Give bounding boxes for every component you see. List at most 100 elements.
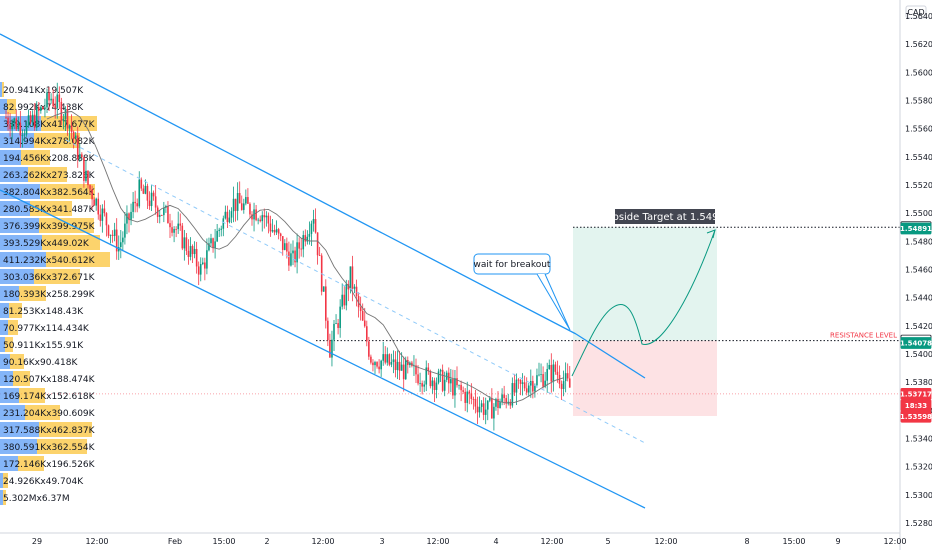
volume-bar-sell xyxy=(42,235,100,250)
volume-bar-sell xyxy=(18,456,44,471)
candle-body xyxy=(327,320,329,341)
candle-body xyxy=(56,94,59,108)
candle-body xyxy=(128,213,130,221)
candle-body xyxy=(513,383,516,393)
candle-body xyxy=(142,188,145,194)
candle-body xyxy=(224,211,227,219)
channel-lower-line[interactable] xyxy=(0,189,646,509)
candle-body xyxy=(294,250,296,263)
volume-bar-buy xyxy=(0,235,42,250)
candle-body xyxy=(220,228,223,230)
time-axis[interactable]: 29 12:00 Feb 15:00 2 12:00 3 12:00 4 12:00 5 12:00 8… xyxy=(0,532,907,546)
volume-bar-sell xyxy=(13,371,30,386)
volume-label: 90.16Kx90.418K xyxy=(3,358,78,368)
drawings[interactable]: wait for breakout Upside Target at 1.5490… xyxy=(0,33,897,509)
volume-label: 303.036Kx372.671K xyxy=(3,273,96,283)
price-tick-label: 1.54400 xyxy=(905,294,932,303)
volume-label: 172.146Kx196.526K xyxy=(3,460,96,470)
candle-body xyxy=(396,361,399,371)
price-tick-label: 1.55600 xyxy=(905,125,932,134)
volume-bar-sell xyxy=(2,82,4,97)
volume-label: 231.204Kx390.609K xyxy=(3,409,96,419)
volume-bar-buy xyxy=(0,167,28,182)
candle-body xyxy=(271,230,274,232)
candle-body xyxy=(550,364,553,382)
candle-body xyxy=(335,323,337,324)
candle-body xyxy=(126,213,128,224)
candle-body xyxy=(238,193,241,204)
price-tick-label: 1.56400 xyxy=(905,12,932,21)
candle-body xyxy=(476,406,479,413)
channel-upper-line[interactable] xyxy=(0,33,577,335)
candle-body xyxy=(534,385,536,392)
candle-body xyxy=(15,118,18,130)
volume-bar-buy xyxy=(0,201,30,216)
candle-body xyxy=(454,378,456,396)
candle-body xyxy=(214,241,216,249)
candle-body xyxy=(376,362,378,367)
candle-body xyxy=(495,398,497,407)
candle-body xyxy=(101,208,104,221)
candle-body xyxy=(292,250,294,254)
candle-body xyxy=(290,253,292,266)
candle-body xyxy=(499,402,501,409)
candle-body xyxy=(183,237,186,249)
candle-body xyxy=(234,198,237,211)
candle-body xyxy=(554,364,557,372)
volume-bar-buy xyxy=(0,252,46,267)
candle-body xyxy=(62,118,65,121)
candle-body xyxy=(115,229,118,252)
candle-body xyxy=(546,369,548,381)
volume-bar-buy xyxy=(0,456,18,471)
price-tick-label: 1.55200 xyxy=(905,181,932,190)
target-label-box[interactable] xyxy=(615,209,715,224)
candle-body xyxy=(212,238,214,249)
currency-box[interactable] xyxy=(905,5,927,19)
candle-body xyxy=(277,229,280,234)
volume-label: 389.108Kx417.677K xyxy=(3,120,96,130)
candle-body xyxy=(124,223,126,238)
candle-body xyxy=(232,198,235,212)
channel-mid-line[interactable] xyxy=(65,139,646,444)
price-tick-label: 1.54000 xyxy=(905,350,932,359)
candle-body xyxy=(505,398,507,404)
volume-bar-buy xyxy=(0,99,7,114)
candle-body xyxy=(489,398,491,401)
candle-body xyxy=(161,215,163,216)
volume-bar-sell xyxy=(30,201,72,216)
candle-body xyxy=(304,235,307,242)
candle-body xyxy=(29,115,32,123)
candle-body xyxy=(372,362,374,366)
time-tick-label: 29 xyxy=(32,537,42,546)
candle-body xyxy=(48,92,50,101)
candle-body xyxy=(46,92,48,108)
volume-bar-sell xyxy=(40,184,95,199)
price-tick-label: 1.52800 xyxy=(905,519,932,528)
candle-body xyxy=(439,369,442,372)
projected-path[interactable] xyxy=(571,229,716,377)
candle-body xyxy=(169,223,171,228)
volume-profile: 20.941Kx19.507K82.992Kx74.438K389.108Kx4… xyxy=(0,82,110,505)
candle-body xyxy=(13,118,15,123)
candle-body xyxy=(497,398,499,409)
candle-body xyxy=(197,266,200,275)
candle-body xyxy=(536,375,538,386)
candle-body xyxy=(548,364,551,370)
candle-body xyxy=(452,379,454,396)
candle-body xyxy=(107,225,110,236)
channel-upper-extension[interactable] xyxy=(575,333,646,379)
callout-box[interactable] xyxy=(473,253,551,275)
candle-body xyxy=(259,219,261,222)
time-tick-label: 8 xyxy=(744,537,749,546)
candle-body xyxy=(544,380,546,387)
candle-body xyxy=(312,219,315,224)
candle-body xyxy=(33,114,36,128)
candle-body xyxy=(148,200,151,207)
candle-body xyxy=(58,94,61,102)
volume-label: 180.393Kx258.299K xyxy=(3,290,96,300)
candle-body xyxy=(538,374,540,376)
candle-body xyxy=(540,374,542,375)
candle-body xyxy=(363,320,366,327)
